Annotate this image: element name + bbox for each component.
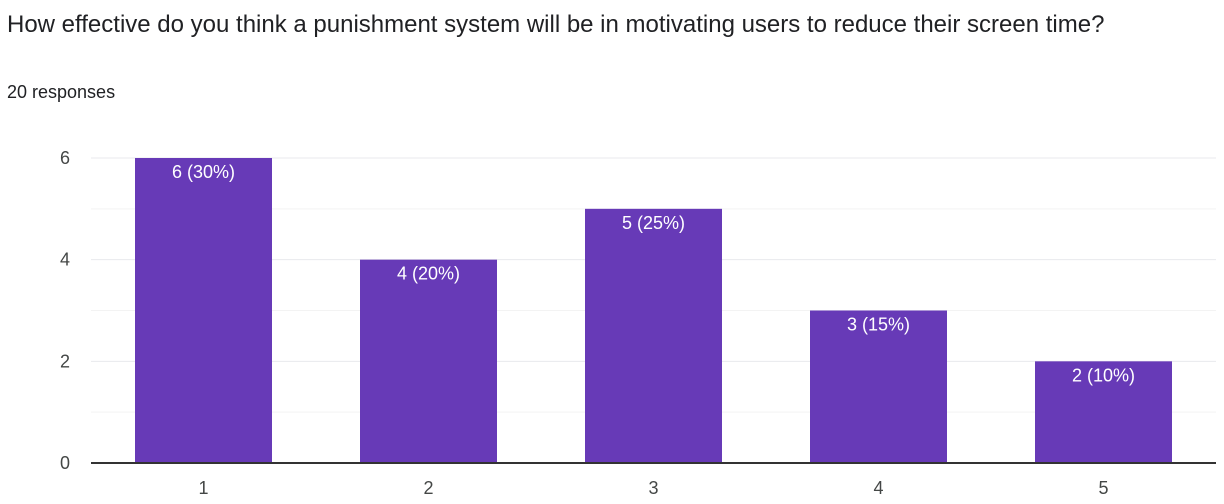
y-tick-label: 2 xyxy=(60,351,70,371)
bar-2[interactable] xyxy=(360,259,497,463)
question-title: How effective do you think a punishment … xyxy=(7,11,1105,38)
y-tick-label: 0 xyxy=(60,453,70,473)
x-tick-label: 4 xyxy=(873,478,883,498)
bar-3[interactable] xyxy=(585,208,722,463)
y-axis: 0 2 4 6 xyxy=(60,148,70,473)
x-tick-label: 1 xyxy=(198,478,208,498)
bar-data-label: 2 (10%) xyxy=(1072,365,1135,385)
bar-data-label: 6 (30%) xyxy=(172,162,235,182)
bar-4[interactable] xyxy=(810,310,947,464)
bar-data-label: 5 (25%) xyxy=(622,213,685,233)
bar-data-label: 3 (15%) xyxy=(847,315,910,335)
y-tick-label: 4 xyxy=(60,250,70,270)
y-tick-label: 6 xyxy=(60,148,70,168)
response-count: 20 responses xyxy=(7,82,116,102)
bars: 6 (30%) 4 (20%) 5 (25%) 3 (15%) 2 (10%) xyxy=(135,158,1172,463)
x-tick-label: 3 xyxy=(648,478,658,498)
bar-5[interactable] xyxy=(1035,361,1172,463)
bar-1[interactable] xyxy=(135,158,272,463)
bar-data-label: 4 (20%) xyxy=(397,264,460,284)
x-tick-label: 5 xyxy=(1098,478,1108,498)
x-tick-label: 2 xyxy=(423,478,433,498)
x-axis: 1 2 3 4 5 xyxy=(91,462,1216,498)
